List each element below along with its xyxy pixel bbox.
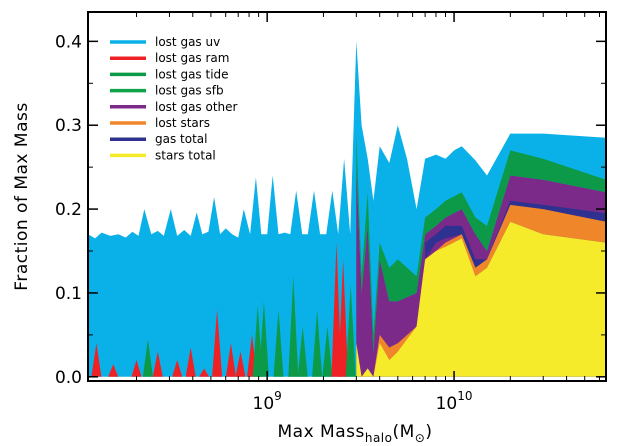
spike-lost-gas-ram [199, 368, 210, 377]
x-axis-title: Max Masshalo(M⊙) [277, 422, 432, 445]
spike-lost-gas-ram [235, 351, 246, 377]
y-tick-label: 0.4 [55, 32, 82, 52]
spike-lost-gas-ram [131, 360, 142, 377]
legend: lost gas uv lost gas ram lost gas tide lost… [110, 35, 238, 162]
spike-lost-gas-tide [312, 309, 323, 377]
spike-lost-gas-ram [331, 242, 342, 377]
y-tick-label: 0.0 [55, 368, 82, 388]
legend-label: stars total [155, 148, 216, 162]
legend-label: lost gas tide [155, 67, 229, 81]
legend-label: lost gas other [155, 100, 238, 114]
y-tick-label: 0.3 [55, 116, 82, 136]
plot-frame [87, 11, 607, 382]
axis-labels: Max Masshalo(M⊙) Fraction of Max Mass [12, 102, 432, 445]
area-stars-total-band [356, 221, 606, 377]
spike-lost-gas-ram [172, 360, 183, 377]
spike-lost-gas-ram [225, 343, 236, 377]
x-tick-label: 109 [253, 389, 282, 414]
spike-lost-gas-ram [185, 347, 196, 377]
axes: 0.0 0.1 0.2 0.3 0.4 109 1010 [55, 11, 607, 414]
spike-lost-gas-tide [345, 284, 356, 377]
legend-label: lost gas uv [155, 35, 220, 49]
legend-label: lost gas sfb [155, 84, 224, 98]
spike-lost-gas-tide [273, 309, 284, 377]
spike-lost-gas-tide [288, 276, 299, 377]
x-tick-label: 1010 [436, 389, 473, 414]
legend-label: lost gas ram [155, 51, 229, 65]
spike-lost-gas-ram [91, 343, 102, 377]
spike-lost-gas-tide [142, 339, 153, 377]
legend-label: gas total [155, 132, 207, 146]
y-axis-title: Fraction of Max Mass [12, 102, 32, 290]
legend-label: lost stars [155, 116, 210, 130]
spike-lost-gas-ram [212, 309, 223, 377]
area-lost-stars-band [367, 204, 606, 377]
plot-area-fills [88, 41, 606, 377]
spike-lost-gas-tide [322, 326, 333, 377]
y-tick-label: 0.1 [55, 284, 82, 304]
y-tick-label: 0.2 [55, 200, 82, 220]
spike-lost-gas-tide [297, 326, 308, 377]
spike-lost-gas-ram [108, 364, 119, 377]
spike-lost-gas-tide [258, 301, 269, 377]
spike-lost-gas-ram [338, 259, 349, 377]
spike-lost-gas-ram [152, 351, 163, 377]
